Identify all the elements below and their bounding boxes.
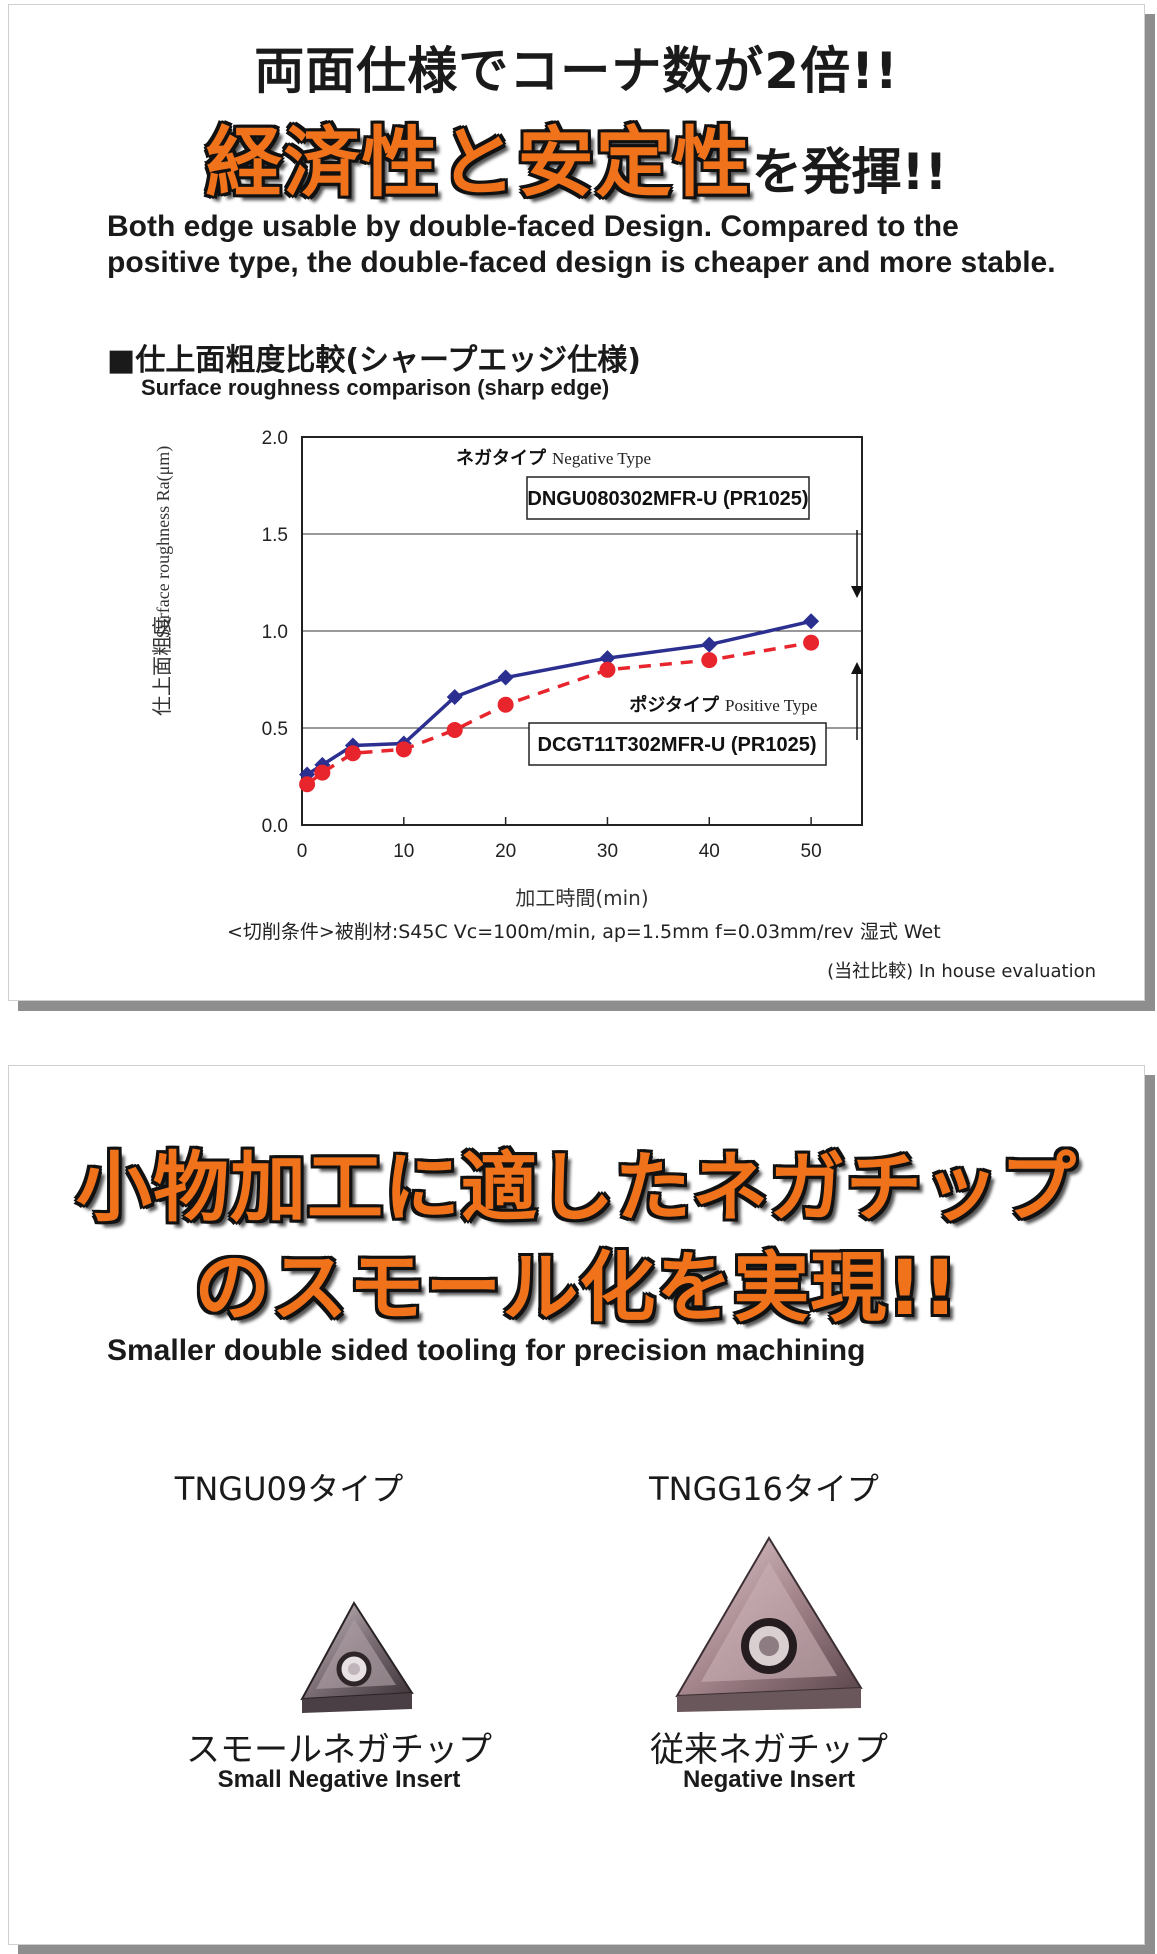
y-axis-label-jp: 仕上面粗度 <box>150 616 174 716</box>
plot-frame <box>301 436 863 826</box>
cutting-conditions: <切削条件>被削材:S45C Vc=100m/min, ap=1.5mm f=0… <box>227 921 941 943</box>
legend-negative-en: Negative Type <box>552 449 651 468</box>
data-point-positive <box>314 764 331 781</box>
legend-positive-product: DCGT11T302MFR-U (PR1025) <box>538 734 817 756</box>
x-tick-label: 0 <box>297 841 308 862</box>
data-point-positive <box>446 721 463 738</box>
legend-positive-en: Positive Type <box>725 696 817 715</box>
negative-arrow-head <box>851 586 863 598</box>
chart-heading-en: Surface roughness comparison (sharp edge… <box>141 375 610 400</box>
headline2-line1: 小物加工に適したネガチップ <box>76 1143 1077 1232</box>
small-insert-panel: 小物加工に適したネガチップ のスモール化を実現!! Smaller double… <box>8 1065 1145 1945</box>
y-tick-label: 0.0 <box>262 816 288 837</box>
data-point-positive <box>344 745 361 762</box>
data-point-positive <box>803 634 820 651</box>
insert-small-type: TNGU09タイプ <box>174 1470 404 1508</box>
legend-positive-jp: ポジタイプ <box>629 694 720 716</box>
insert-large-name-jp: 従来ネガチップ <box>650 1730 888 1770</box>
roughness-chart: 0.0 0.5 1.0 1.5 2.0 0 10 20 30 40 50 仕上面粗度 Surfac… <box>150 428 863 910</box>
data-point-positive <box>599 661 616 678</box>
x-axis-label: 加工時間(min) <box>515 886 648 910</box>
insert-large-name-en: Negative Insert <box>682 1766 856 1793</box>
positive-arrow-head <box>851 662 863 674</box>
evaluation-note: (当社比較) In house evaluation <box>827 961 1096 982</box>
data-point-positive <box>299 776 316 793</box>
headline2-line2: のスモール化を実現!! <box>194 1243 959 1332</box>
insert-large-type: TNGG16タイプ <box>649 1470 879 1508</box>
x-tick-label: 20 <box>495 841 516 862</box>
data-point-negative <box>599 650 616 667</box>
description: Both edge usable by double-faced Design.… <box>107 210 1056 279</box>
surface-roughness-panel: 両面仕様でコーナ数が2倍!! 経済性と安定性を発揮!! Both edge us… <box>8 4 1145 1001</box>
y-tick-label: 2.0 <box>262 428 288 449</box>
headline-line1: 両面仕様でコーナ数が2倍!! <box>254 42 899 100</box>
data-point-positive <box>701 652 718 669</box>
section2-subtitle: Smaller double sided tooling for precisi… <box>107 1334 866 1367</box>
y-axis-label-en: Surface roughness Ra(μm) <box>153 446 174 639</box>
insert-small-name-en: Small Negative Insert <box>217 1766 461 1793</box>
small-insert-image <box>300 1601 414 1713</box>
data-point-positive <box>497 696 514 713</box>
headline-rest: を発揮!! <box>751 143 948 201</box>
headline-line2: 経済性と安定性を発揮!! <box>9 101 1144 207</box>
chart-heading-jp: ■仕上面粗度比較(シャープエッジ仕様) <box>107 343 641 378</box>
data-point-negative <box>497 669 514 686</box>
x-tick-label: 30 <box>597 841 618 862</box>
data-point-positive <box>395 741 412 758</box>
y-tick-label: 0.5 <box>262 719 288 740</box>
x-tick-label: 10 <box>393 841 414 862</box>
y-tick-label: 1.5 <box>262 525 288 546</box>
legend-negative-product: DNGU080302MFR-U (PR1025) <box>527 488 808 510</box>
data-point-negative <box>446 688 463 705</box>
y-tick-label: 1.0 <box>262 622 288 643</box>
x-tick-label: 50 <box>801 841 822 862</box>
legend-negative-jp: ネガタイプ <box>456 447 547 469</box>
data-point-negative <box>701 636 718 653</box>
data-point-negative <box>803 613 820 630</box>
legend-positive-box <box>528 722 827 766</box>
series-line-positive <box>306 640 812 786</box>
large-insert-image <box>675 1536 863 1712</box>
x-tick-label: 40 <box>699 841 720 862</box>
headline-highlight: 経済性と安定性 <box>205 118 752 207</box>
legend-negative-box <box>526 476 810 520</box>
insert-small-name-jp: スモールネガチップ <box>186 1730 492 1770</box>
